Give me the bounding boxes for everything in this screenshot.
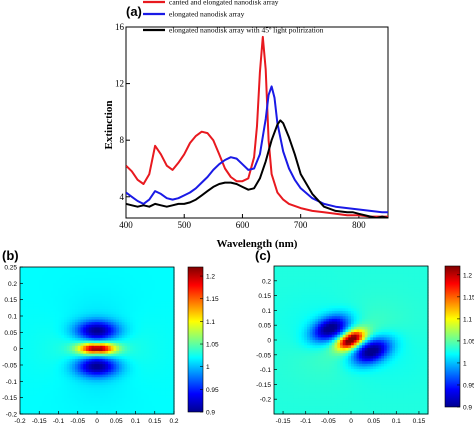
colorbar-tick-label: 1.15 [206, 296, 219, 303]
series-line-3 [126, 119, 388, 218]
y-tick-label: -0.05 [256, 352, 271, 359]
colorbar [187, 266, 204, 413]
x-tick-label: 700 [294, 220, 308, 230]
y-tick-label: 0.15 [4, 297, 17, 304]
colorbar-tick-label: 0.9 [463, 405, 472, 412]
colorbar-tick-label: 1 [206, 364, 210, 371]
colorbar-tick-label: 1.1 [463, 316, 472, 323]
legend-entry-2: elongated nanodisk array [169, 10, 245, 19]
x-tick-label: 600 [236, 220, 250, 230]
x-tick-label: -0.2 [14, 418, 26, 425]
x-tick-label: 800 [352, 220, 366, 230]
y-tick-label: -0.15 [256, 382, 271, 389]
series-line-2 [126, 85, 388, 214]
y-tick-label: 12 [115, 79, 124, 89]
y-tick-label: 0.25 [4, 265, 17, 272]
x-tick-label: 0.05 [110, 418, 123, 425]
heatmap-cells [20, 267, 175, 415]
colorbar-tick-label: 1.2 [206, 274, 215, 281]
panel-b-label: (b) [2, 248, 19, 263]
y-tick-label: 0.15 [258, 293, 271, 300]
x-tick-label: -0.05 [321, 418, 336, 425]
x-axis-title: Wavelength (nm) [217, 238, 298, 250]
x-tick-label: -0.15 [32, 418, 47, 425]
x-tick-label: -0.1 [300, 418, 312, 425]
y-tick-label: -0.2 [260, 397, 272, 404]
colorbar-tick-label: 1.1 [206, 319, 215, 326]
heatmap-cells [274, 266, 429, 415]
field-map-c: -0.15 -0.1 -0.05 0 0.05 0.1 0.15 -0.2 -0.15 -0.1 -… [256, 265, 474, 425]
y-tick-label: 0.2 [8, 281, 17, 288]
x-tick-label: 0.05 [367, 418, 380, 425]
y-tick-label: 0.05 [4, 330, 17, 337]
x-tick-label: 0.15 [413, 418, 426, 425]
x-tick-label: 0.2 [169, 418, 178, 425]
colorbar-tick-label: 0.9 [206, 410, 215, 417]
panel-a-label: (a) [126, 4, 142, 19]
x-tick-label: 500 [177, 220, 191, 230]
colorbar-tick-label: 1.15 [463, 294, 474, 301]
x-tick-label: -0.1 [53, 418, 65, 425]
x-tick-label: -0.15 [276, 418, 291, 425]
x-tick-label: 0 [349, 418, 353, 425]
y-tick-label: 0.1 [8, 314, 17, 321]
colorbar-tick-label: 1.2 [463, 272, 472, 279]
panel-a: (a) 400 500 600 700 800 4 8 12 16 Wavelength (nm… [103, 0, 389, 250]
colorbar-tick-label: 0.95 [206, 387, 219, 394]
colorbar-tick-label: 1 [463, 360, 467, 367]
x-tick-label: 0.15 [148, 418, 161, 425]
y-tick-label: 16 [115, 22, 125, 32]
field-map-b: -0.2 -0.15 -0.1 -0.05 0 0.05 0.1 0.15 0.2 -0.2 -0.… [2, 265, 219, 426]
y-tick-label: 0 [267, 338, 271, 345]
y-tick-label: 0 [13, 346, 17, 353]
colorbar [444, 265, 461, 408]
spectrum-plot: 400 500 600 700 800 4 8 12 16 [115, 22, 389, 230]
y-tick-label: -0.15 [2, 395, 17, 402]
y-tick-label: 0.1 [262, 308, 271, 315]
x-tick-label: -0.05 [70, 418, 85, 425]
y-tick-label: -0.05 [2, 363, 17, 370]
y-tick-label: 0.05 [258, 323, 271, 330]
x-tick-label: 400 [119, 220, 133, 230]
legend-entry-3: elongated nanodisk array with 45º light … [169, 26, 324, 35]
y-tick-label: 0.2 [262, 278, 271, 285]
x-tick-label: 0 [95, 418, 99, 425]
panel-b: (b) -0.2 -0.15 -0.1 -0.05 0 0.05 0.1 0.15 0.2-0.… [2, 248, 219, 425]
legend: canted and elongated nanodisk array elong… [143, 0, 324, 35]
y-tick-label: 8 [120, 135, 125, 145]
x-tick-label: 0.1 [131, 418, 140, 425]
y-tick-label: -0.1 [260, 367, 272, 374]
y-axis-title: Extinction [103, 101, 115, 150]
y-tick-label: 4 [120, 192, 125, 202]
panel-c: (c) -0.15 -0.1 -0.05 0 0.05 0.1 0.15-0.2-0.15-… [255, 248, 474, 425]
colorbar-tick-label: 0.95 [463, 382, 474, 389]
series-line-1 [126, 35, 388, 218]
colorbar-tick-label: 1.05 [463, 338, 474, 345]
y-tick-label: -0.2 [6, 412, 18, 419]
legend-entry-1: canted and elongated nanodisk array [169, 0, 279, 7]
series-lines [126, 35, 388, 218]
y-tick-label: -0.1 [6, 379, 18, 386]
x-tick-label: 0.1 [392, 418, 401, 425]
panel-c-label: (c) [255, 248, 271, 263]
colorbar-tick-label: 1.05 [206, 342, 219, 349]
